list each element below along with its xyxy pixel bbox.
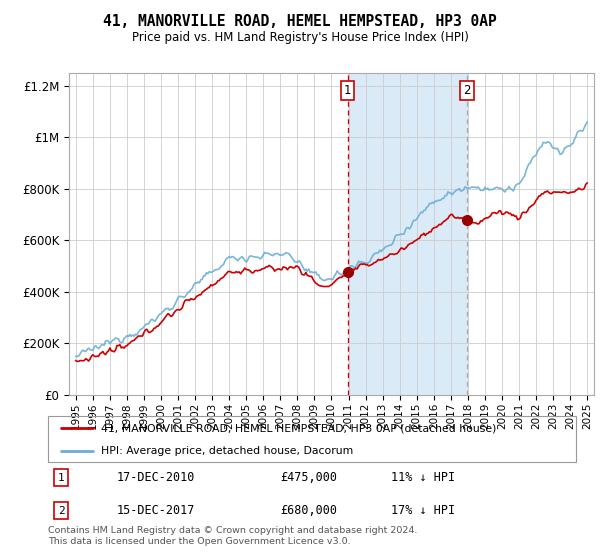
Text: £680,000: £680,000 [280,504,337,517]
Text: HPI: Average price, detached house, Dacorum: HPI: Average price, detached house, Daco… [101,446,353,455]
Text: 1: 1 [344,84,352,97]
Text: 2: 2 [58,506,65,516]
Text: 41, MANORVILLE ROAD, HEMEL HEMPSTEAD, HP3 0AP: 41, MANORVILLE ROAD, HEMEL HEMPSTEAD, HP… [103,14,497,29]
Text: Contains HM Land Registry data © Crown copyright and database right 2024.
This d: Contains HM Land Registry data © Crown c… [48,526,418,546]
Bar [347,73,467,395]
Text: 1: 1 [58,473,65,483]
Text: 11% ↓ HPI: 11% ↓ HPI [391,471,455,484]
Text: Price paid vs. HM Land Registry's House Price Index (HPI): Price paid vs. HM Land Registry's House … [131,31,469,44]
Text: 17% ↓ HPI: 17% ↓ HPI [391,504,455,517]
Text: 41, MANORVILLE ROAD, HEMEL HEMPSTEAD, HP3 0AP (detached house): 41, MANORVILLE ROAD, HEMEL HEMPSTEAD, HP… [101,423,496,433]
Text: 17-DEC-2010: 17-DEC-2010 [116,471,195,484]
Text: 15-DEC-2017: 15-DEC-2017 [116,504,195,517]
Text: 2: 2 [463,84,471,97]
Text: £475,000: £475,000 [280,471,337,484]
